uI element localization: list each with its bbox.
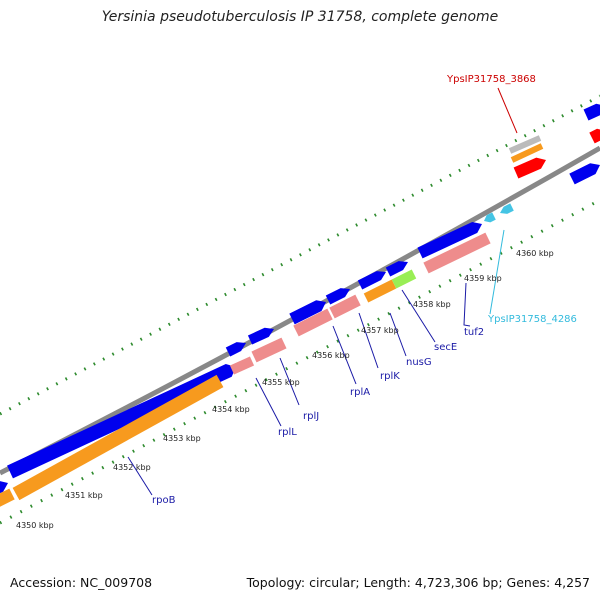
tick-label-4358: 4358 kbp: [413, 300, 451, 309]
trna-arrow-2[interactable]: [500, 203, 514, 214]
leader-YpsIP31758_3868: [497, 87, 518, 134]
cds-left-reverse[interactable]: [0, 488, 15, 511]
tick-label-4354: 4354 kbp: [212, 405, 250, 414]
leader-tuf2: [463, 282, 471, 327]
tick-label-4353: 4353 kbp: [163, 434, 201, 443]
cds-rplK-forward[interactable]: [325, 288, 350, 305]
cds-rplA-forward[interactable]: [289, 300, 326, 325]
cds-rplK-pink[interactable]: [329, 294, 361, 319]
leader-nusG: [389, 312, 407, 357]
gene-label-rpoB[interactable]: rpoB: [152, 495, 176, 506]
leader-rpoB: [127, 456, 153, 496]
cds-secE-green[interactable]: [391, 269, 417, 289]
gene-label-rplJ[interactable]: rplJ: [303, 411, 319, 422]
cds-tuf2-pink[interactable]: [423, 232, 491, 274]
cds-nusG-orange[interactable]: [363, 279, 397, 303]
cds-tuf2-forward[interactable]: [417, 221, 482, 259]
trna-arrow-1[interactable]: [484, 212, 496, 223]
feature-grey[interactable]: [508, 135, 542, 154]
accession-text: Accession: NC_009708: [10, 575, 153, 590]
label-leaders: [127, 87, 518, 496]
gene-labels: rpoB rplL rplJ rplA rplK nusG secE tuf2 …: [152, 74, 577, 506]
cds-rpoB-forward[interactable]: [7, 364, 237, 479]
feature-track: [0, 103, 600, 511]
tick-label-4359: 4359 kbp: [464, 274, 502, 283]
cds-rpoB-reverse[interactable]: [12, 374, 224, 501]
cds-upper-right[interactable]: [583, 103, 600, 121]
map-title: Yersinia pseudotuberculosis IP 31758, co…: [101, 9, 499, 25]
gene-label-nusG[interactable]: nusG: [406, 357, 432, 368]
gene-label-YpsIP31758_3868[interactable]: YpsIP31758_3868: [446, 74, 536, 85]
rrna-right-edge[interactable]: [589, 128, 600, 144]
leader-rplJ: [279, 357, 300, 406]
tick-label-4356: 4356 kbp: [312, 351, 350, 360]
tick-label-4360: 4360 kbp: [516, 249, 554, 258]
cds-rplJ-forward[interactable]: [247, 327, 274, 345]
lower-tick-row: [0, 198, 600, 525]
leader-rplK: [358, 312, 379, 369]
leader-secE: [401, 289, 436, 343]
gene-label-YpsIP31758_4286[interactable]: YpsIP31758_4286: [487, 314, 577, 325]
cds-nusG-forward[interactable]: [357, 271, 386, 290]
cds-secE-forward[interactable]: [385, 261, 408, 277]
leader-rplA: [332, 325, 357, 385]
cds-rplL-forward[interactable]: [225, 342, 246, 357]
upper-tick-row: [0, 94, 600, 416]
gene-label-rplL[interactable]: rplL: [278, 427, 297, 438]
scale-labels: 4350 kbp 4351 kbp 4352 kbp 4353 kbp 4354…: [16, 249, 554, 530]
tick-label-4357: 4357 kbp: [361, 326, 399, 335]
tick-label-4350: 4350 kbp: [16, 521, 54, 530]
genome-summary-text: Topology: circular; Length: 4,723,306 bp…: [246, 575, 590, 590]
cds-rplA-pink[interactable]: [293, 308, 333, 337]
tick-label-4355: 4355 kbp: [262, 378, 300, 387]
gene-label-tuf2[interactable]: tuf2: [464, 327, 484, 338]
gene-label-rplA[interactable]: rplA: [350, 387, 370, 398]
leader-YpsIP31758_4286: [489, 229, 505, 315]
tick-label-4352: 4352 kbp: [113, 463, 151, 472]
cds-rplL-pink[interactable]: [229, 356, 255, 375]
feature-orange-small[interactable]: [510, 143, 544, 163]
cds-rplJ-pink[interactable]: [251, 337, 287, 363]
leader-rplL: [255, 377, 282, 427]
cds-left-edge[interactable]: [0, 481, 8, 497]
cds-right-edge[interactable]: [569, 163, 600, 185]
gene-label-rplK[interactable]: rplK: [380, 371, 400, 382]
tick-label-4351: 4351 kbp: [65, 491, 103, 500]
gene-label-secE[interactable]: secE: [434, 342, 457, 353]
rrna-YpsIP31758_3868[interactable]: [513, 157, 546, 179]
